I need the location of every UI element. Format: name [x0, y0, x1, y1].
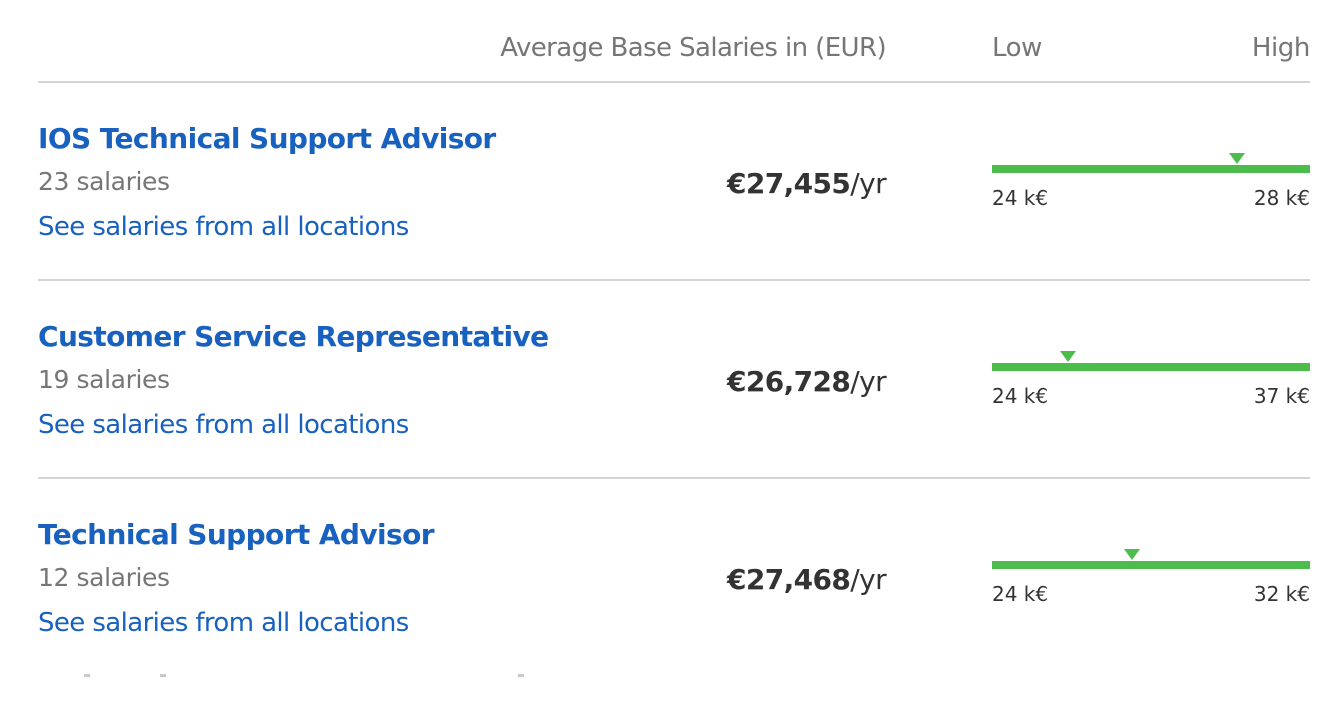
range-bar — [992, 363, 1310, 371]
average-salary: €27,468/yr — [726, 563, 887, 596]
range-low-label: 24 k€ — [992, 582, 1049, 606]
table-header: Average Base Salaries in (EUR) Low High — [38, 0, 1310, 83]
table-row: IOS Technical Support Advisor 23 salarie… — [38, 83, 1310, 281]
salary-range: 24 k€ 37 k€ — [992, 351, 1310, 411]
table-row: Customer Service Representative 19 salar… — [38, 281, 1310, 479]
range-low-label: 24 k€ — [992, 186, 1049, 210]
average-marker-icon — [1060, 351, 1076, 362]
salary-count: 12 salaries — [38, 563, 170, 592]
salary-count: 19 salaries — [38, 365, 170, 394]
range-bar — [992, 165, 1310, 173]
job-title-link[interactable]: Customer Service Representative — [38, 320, 549, 353]
job-title-link[interactable]: IOS Technical Support Advisor — [38, 122, 496, 155]
see-all-locations-link[interactable]: See salaries from all locations — [38, 608, 409, 638]
clipped-next-row — [38, 674, 558, 680]
salary-range: 24 k€ 28 k€ — [992, 153, 1310, 213]
salary-amount: €27,468 — [726, 563, 851, 596]
range-high-label: 28 k€ — [1253, 186, 1310, 210]
salary-range: 24 k€ 32 k€ — [992, 549, 1310, 609]
range-high-label: 32 k€ — [1253, 582, 1310, 606]
see-all-locations-link[interactable]: See salaries from all locations — [38, 212, 409, 242]
average-salary-header: Average Base Salaries in (EUR) — [500, 33, 886, 63]
range-high-label: 37 k€ — [1253, 384, 1310, 408]
table-row: Technical Support Advisor 12 salaries Se… — [38, 479, 1310, 677]
see-all-locations-link[interactable]: See salaries from all locations — [38, 410, 409, 440]
salary-unit: /yr — [850, 563, 886, 596]
low-header: Low — [992, 33, 1043, 63]
job-title-link[interactable]: Technical Support Advisor — [38, 518, 435, 551]
average-marker-icon — [1229, 153, 1245, 164]
average-salary: €27,455/yr — [726, 167, 887, 200]
salary-amount: €27,455 — [726, 167, 851, 200]
salary-count: 23 salaries — [38, 167, 170, 196]
average-salary: €26,728/yr — [726, 365, 887, 398]
high-header: High — [1251, 33, 1311, 63]
salary-unit: /yr — [850, 365, 886, 398]
salary-unit: /yr — [850, 167, 886, 200]
range-bar — [992, 561, 1310, 569]
range-low-label: 24 k€ — [992, 384, 1049, 408]
salary-amount: €26,728 — [726, 365, 851, 398]
average-marker-icon — [1124, 549, 1140, 560]
